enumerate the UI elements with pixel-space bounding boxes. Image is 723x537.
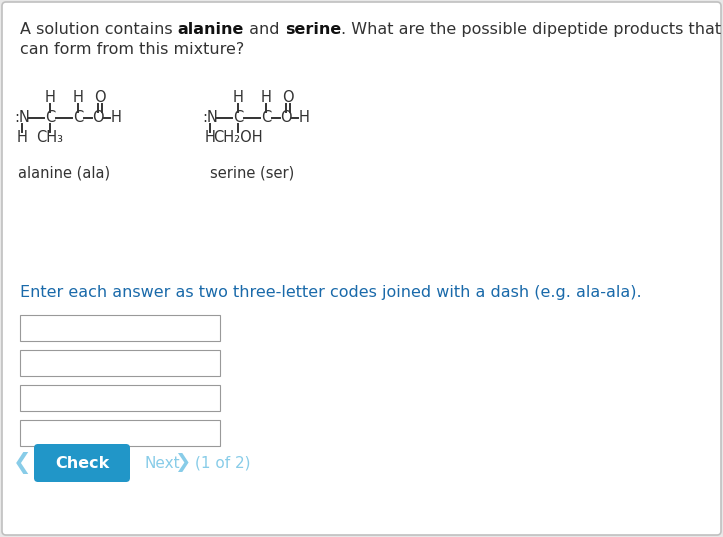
FancyBboxPatch shape — [20, 385, 220, 411]
Text: can form from this mixture?: can form from this mixture? — [20, 42, 244, 57]
Text: and: and — [244, 22, 285, 37]
FancyBboxPatch shape — [20, 420, 220, 446]
Text: . What are the possible dipeptide products that: . What are the possible dipeptide produc… — [341, 22, 721, 37]
Text: H: H — [260, 91, 271, 105]
Text: Next: Next — [145, 455, 181, 470]
FancyBboxPatch shape — [34, 444, 130, 482]
Text: C: C — [45, 111, 55, 126]
Text: H: H — [205, 130, 215, 146]
Text: alanine: alanine — [178, 22, 244, 37]
Text: C: C — [261, 111, 271, 126]
Text: ❯: ❯ — [174, 454, 190, 473]
Text: H: H — [111, 111, 121, 126]
Text: CH₂OH: CH₂OH — [213, 130, 263, 146]
Text: ❮: ❮ — [13, 452, 31, 474]
Text: H: H — [233, 91, 244, 105]
Text: :N: :N — [202, 111, 218, 126]
Text: (1 of 2): (1 of 2) — [195, 455, 250, 470]
Text: O: O — [94, 91, 106, 105]
Text: Check: Check — [55, 455, 109, 470]
Text: C: C — [233, 111, 243, 126]
FancyBboxPatch shape — [20, 350, 220, 376]
Text: O: O — [282, 91, 294, 105]
Text: CH₃: CH₃ — [36, 130, 64, 146]
Text: O: O — [281, 111, 292, 126]
Text: H: H — [72, 91, 83, 105]
Text: C: C — [73, 111, 83, 126]
Text: O: O — [93, 111, 104, 126]
Text: alanine (ala): alanine (ala) — [18, 166, 110, 181]
Text: serine: serine — [285, 22, 341, 37]
Text: H: H — [45, 91, 56, 105]
Text: H: H — [299, 111, 309, 126]
FancyBboxPatch shape — [20, 315, 220, 341]
Text: H: H — [17, 130, 27, 146]
Text: :N: :N — [14, 111, 30, 126]
Text: A solution contains: A solution contains — [20, 22, 178, 37]
Text: Enter each answer as two three-letter codes joined with a dash (e.g. ala-ala).: Enter each answer as two three-letter co… — [20, 285, 641, 300]
Text: serine (ser): serine (ser) — [210, 166, 294, 181]
